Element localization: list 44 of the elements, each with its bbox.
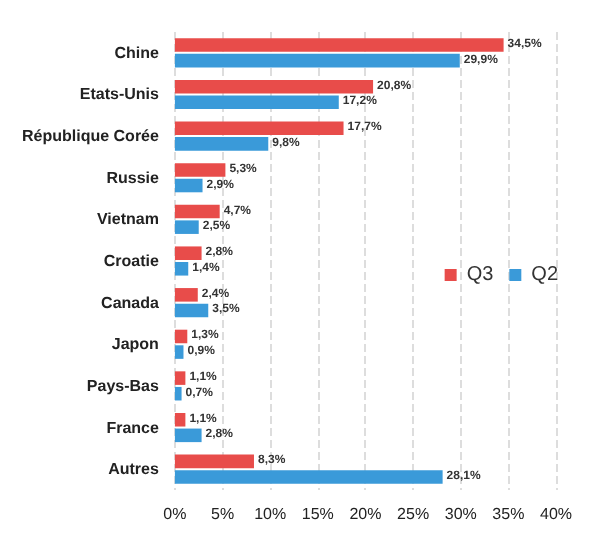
bar (174, 412, 186, 427)
bar (174, 204, 220, 219)
bar (174, 38, 504, 52)
y-tick-label: Canada (101, 293, 160, 312)
bar (174, 246, 202, 260)
x-tick-label: 10% (254, 505, 287, 523)
legend-label: Q3 (466, 264, 495, 286)
bar (174, 95, 339, 110)
x-tick-label: 35% (492, 505, 525, 523)
bar (174, 470, 443, 484)
bar (174, 345, 184, 359)
y-tick-label: Autres (108, 460, 160, 479)
bar (174, 53, 460, 68)
bar (174, 454, 254, 469)
y-tick-label: République Corée (22, 127, 161, 146)
y-tick-label: France (106, 418, 161, 437)
y-tick-label: Russie (106, 168, 161, 187)
x-tick-label: 30% (444, 505, 477, 523)
bar (174, 262, 189, 276)
y-tick-label: Chine (114, 43, 160, 62)
bar (174, 163, 226, 177)
y-tick-label: Croatie (103, 252, 161, 270)
bar (174, 371, 186, 385)
bar (174, 303, 209, 318)
bar (174, 178, 203, 193)
bar (174, 79, 374, 94)
legend-label: Q2 (531, 264, 559, 286)
x-tick-label: 25% (397, 505, 430, 523)
x-tick-label: 5% (210, 505, 235, 523)
y-tick-label: Vietnam (96, 210, 159, 229)
y-tick-label: Etats-Unis (79, 85, 161, 104)
bar (174, 288, 198, 302)
bar (174, 137, 269, 151)
bar (174, 386, 182, 401)
bar (174, 220, 199, 234)
bar (174, 121, 344, 136)
y-tick-label: Japon (111, 335, 160, 354)
x-tick-label: 15% (301, 505, 334, 523)
x-tick-label: 20% (349, 505, 382, 523)
x-tick-label: 0% (163, 505, 187, 523)
bar (174, 329, 188, 344)
x-tick-label: 40% (539, 505, 573, 523)
y-tick-label: Pays-Bas (86, 376, 160, 395)
bar (174, 428, 202, 443)
